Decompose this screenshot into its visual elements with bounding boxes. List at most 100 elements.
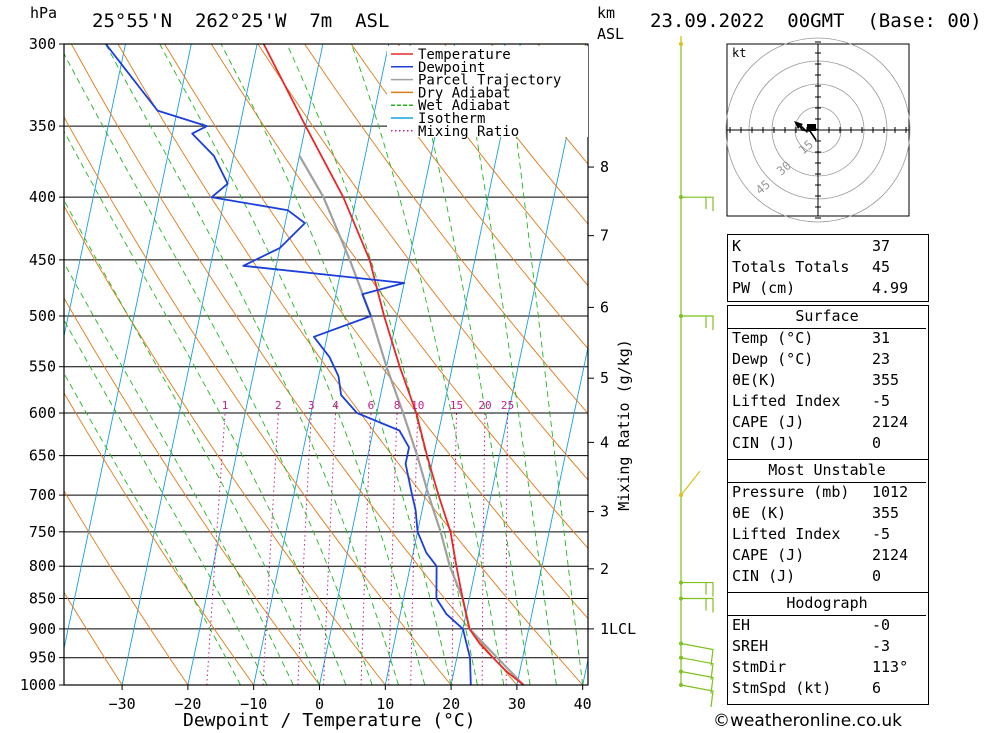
surface-li-label: Lifted Index [732,392,841,410]
pw-label: PW (cm) [732,279,796,297]
legend-label: Parcel Trajectory [418,73,561,89]
wet-adiabat-line [64,319,268,685]
hodograph-arrow [794,121,803,129]
p-tick-label: 800 [29,557,56,575]
dewpoint-line [105,44,472,685]
p-tick-label: 650 [29,447,56,465]
header-km-unit: km [597,4,616,22]
hodograph-title: Hodograph [786,594,868,612]
divider [728,482,926,483]
mixing-ratio-label: 15 [450,399,463,412]
km-tick-label: 4 [600,433,609,451]
x-axis-label: Dewpoint / Temperature (°C) [183,710,476,731]
surface-title: Surface [795,307,859,325]
surface-cin-label: CIN (J) [732,434,796,452]
x-tick-label: 0 [315,695,324,713]
divider [728,328,926,329]
isotherm-line [516,345,588,685]
dry-adiabat-line [64,297,320,685]
wind-barb [679,470,701,498]
header-datetime: 23.09.2022 00GMT (Base: 00) [650,10,982,32]
surface-cin-value: 0 [872,434,882,452]
mu-cape-label: CAPE (J) [732,546,805,564]
mu-cape-value: 2124 [872,546,909,564]
pw-value: 4.99 [872,279,909,297]
header-location: 25°55'N 262°25'W 7m ASL [92,10,390,32]
isotherm-line [64,44,126,339]
mixing-ratio-label: 2 [275,399,282,412]
mixing-ratio-line [297,412,312,685]
wet-adiabat-line [64,52,373,685]
isotherm-line [319,44,455,685]
p-tick-label: 900 [29,620,56,638]
legend-box [387,46,588,137]
km-tick-label: 2 [600,560,609,578]
totals-value: 45 [872,258,891,276]
dry-adiabat-line [117,44,584,685]
km-tick-label: 6 [600,298,609,316]
surface-thetae-label: θE(K) [732,371,778,389]
mixing-ratio-line [505,412,508,685]
wind-barb-shaft [681,581,714,597]
mu-li-label: Lifted Index [732,525,841,543]
wind-barb-shaft [680,657,714,680]
mixing-ratio-line [451,412,457,685]
mixing-ratio-line [262,412,279,685]
surface-thetae-value: 355 [872,371,900,389]
temperature-line [262,44,525,685]
wind-barb [679,596,714,613]
mixing-ratio-line [410,412,419,685]
wind-barb [679,669,714,694]
wet-adiabat-line [351,44,505,685]
wet-adiabat-line [64,262,294,685]
km-tick-label: 3 [600,503,609,521]
wind-barb [679,313,714,330]
surface-dewp-value: 23 [872,350,891,368]
mixing-ratio-line [323,412,337,685]
wet-adiabat-line [460,44,557,685]
isotherm-line [64,44,192,651]
header-pressure-unit: hPa [30,4,58,22]
surface-cape-value: 2124 [872,413,909,431]
p-tick-label: 300 [29,35,56,53]
isotherm-line [121,44,258,685]
stmdir-value: 113° [872,658,909,676]
mu-pressure-label: Pressure (mb) [732,483,850,501]
legend-label: Dry Adiabat [418,85,511,101]
isotherm-line [384,44,521,685]
x-tick-label: 10 [376,695,394,713]
wet-adiabat-line [64,199,320,685]
mixing-ratio-label: 8 [394,399,401,412]
indices-surface-table: Surface Temp (°C) 31 Dewp (°C) 23 θE(K) 355… [727,305,929,460]
p-tick-label: 1000 [20,676,56,694]
legend-label: Isotherm [418,111,485,127]
dry-adiabat-line [64,490,189,685]
dry-adiabat-line [350,44,588,350]
km-tick-label: 8 [600,158,609,176]
wet-adiabat-line [64,130,347,685]
credit-link[interactable]: ©weatheronline.co.uk [713,711,903,731]
mixing-ratio-label: 3 [308,399,315,412]
hodograph-unit: kt [732,46,746,60]
wind-barb-shaft [680,470,701,496]
wind-barb-shaft [680,684,714,708]
x-tick-label: −30 [109,695,136,713]
wind-barb-shaft [681,315,714,330]
x-tick-label: 30 [508,695,526,713]
isotherm-line [582,657,588,685]
surface-temp-value: 31 [872,329,891,347]
legend-label: Dewpoint [418,60,485,76]
km-tick-label: 1LCL [600,620,636,638]
wind-barb [679,580,714,597]
km-tick-label: 5 [600,369,609,387]
header-asl-unit: ASL [597,25,625,43]
mixing-ratio-label: 1 [222,399,229,412]
wet-adiabat-line [64,372,241,685]
mixing-ratio-label: 6 [368,399,375,412]
wind-barb [679,641,714,666]
dry-adiabat-line [64,205,386,685]
mu-cin-label: CIN (J) [732,567,796,585]
isotherm-line [450,44,587,685]
wind-barb [679,683,714,708]
